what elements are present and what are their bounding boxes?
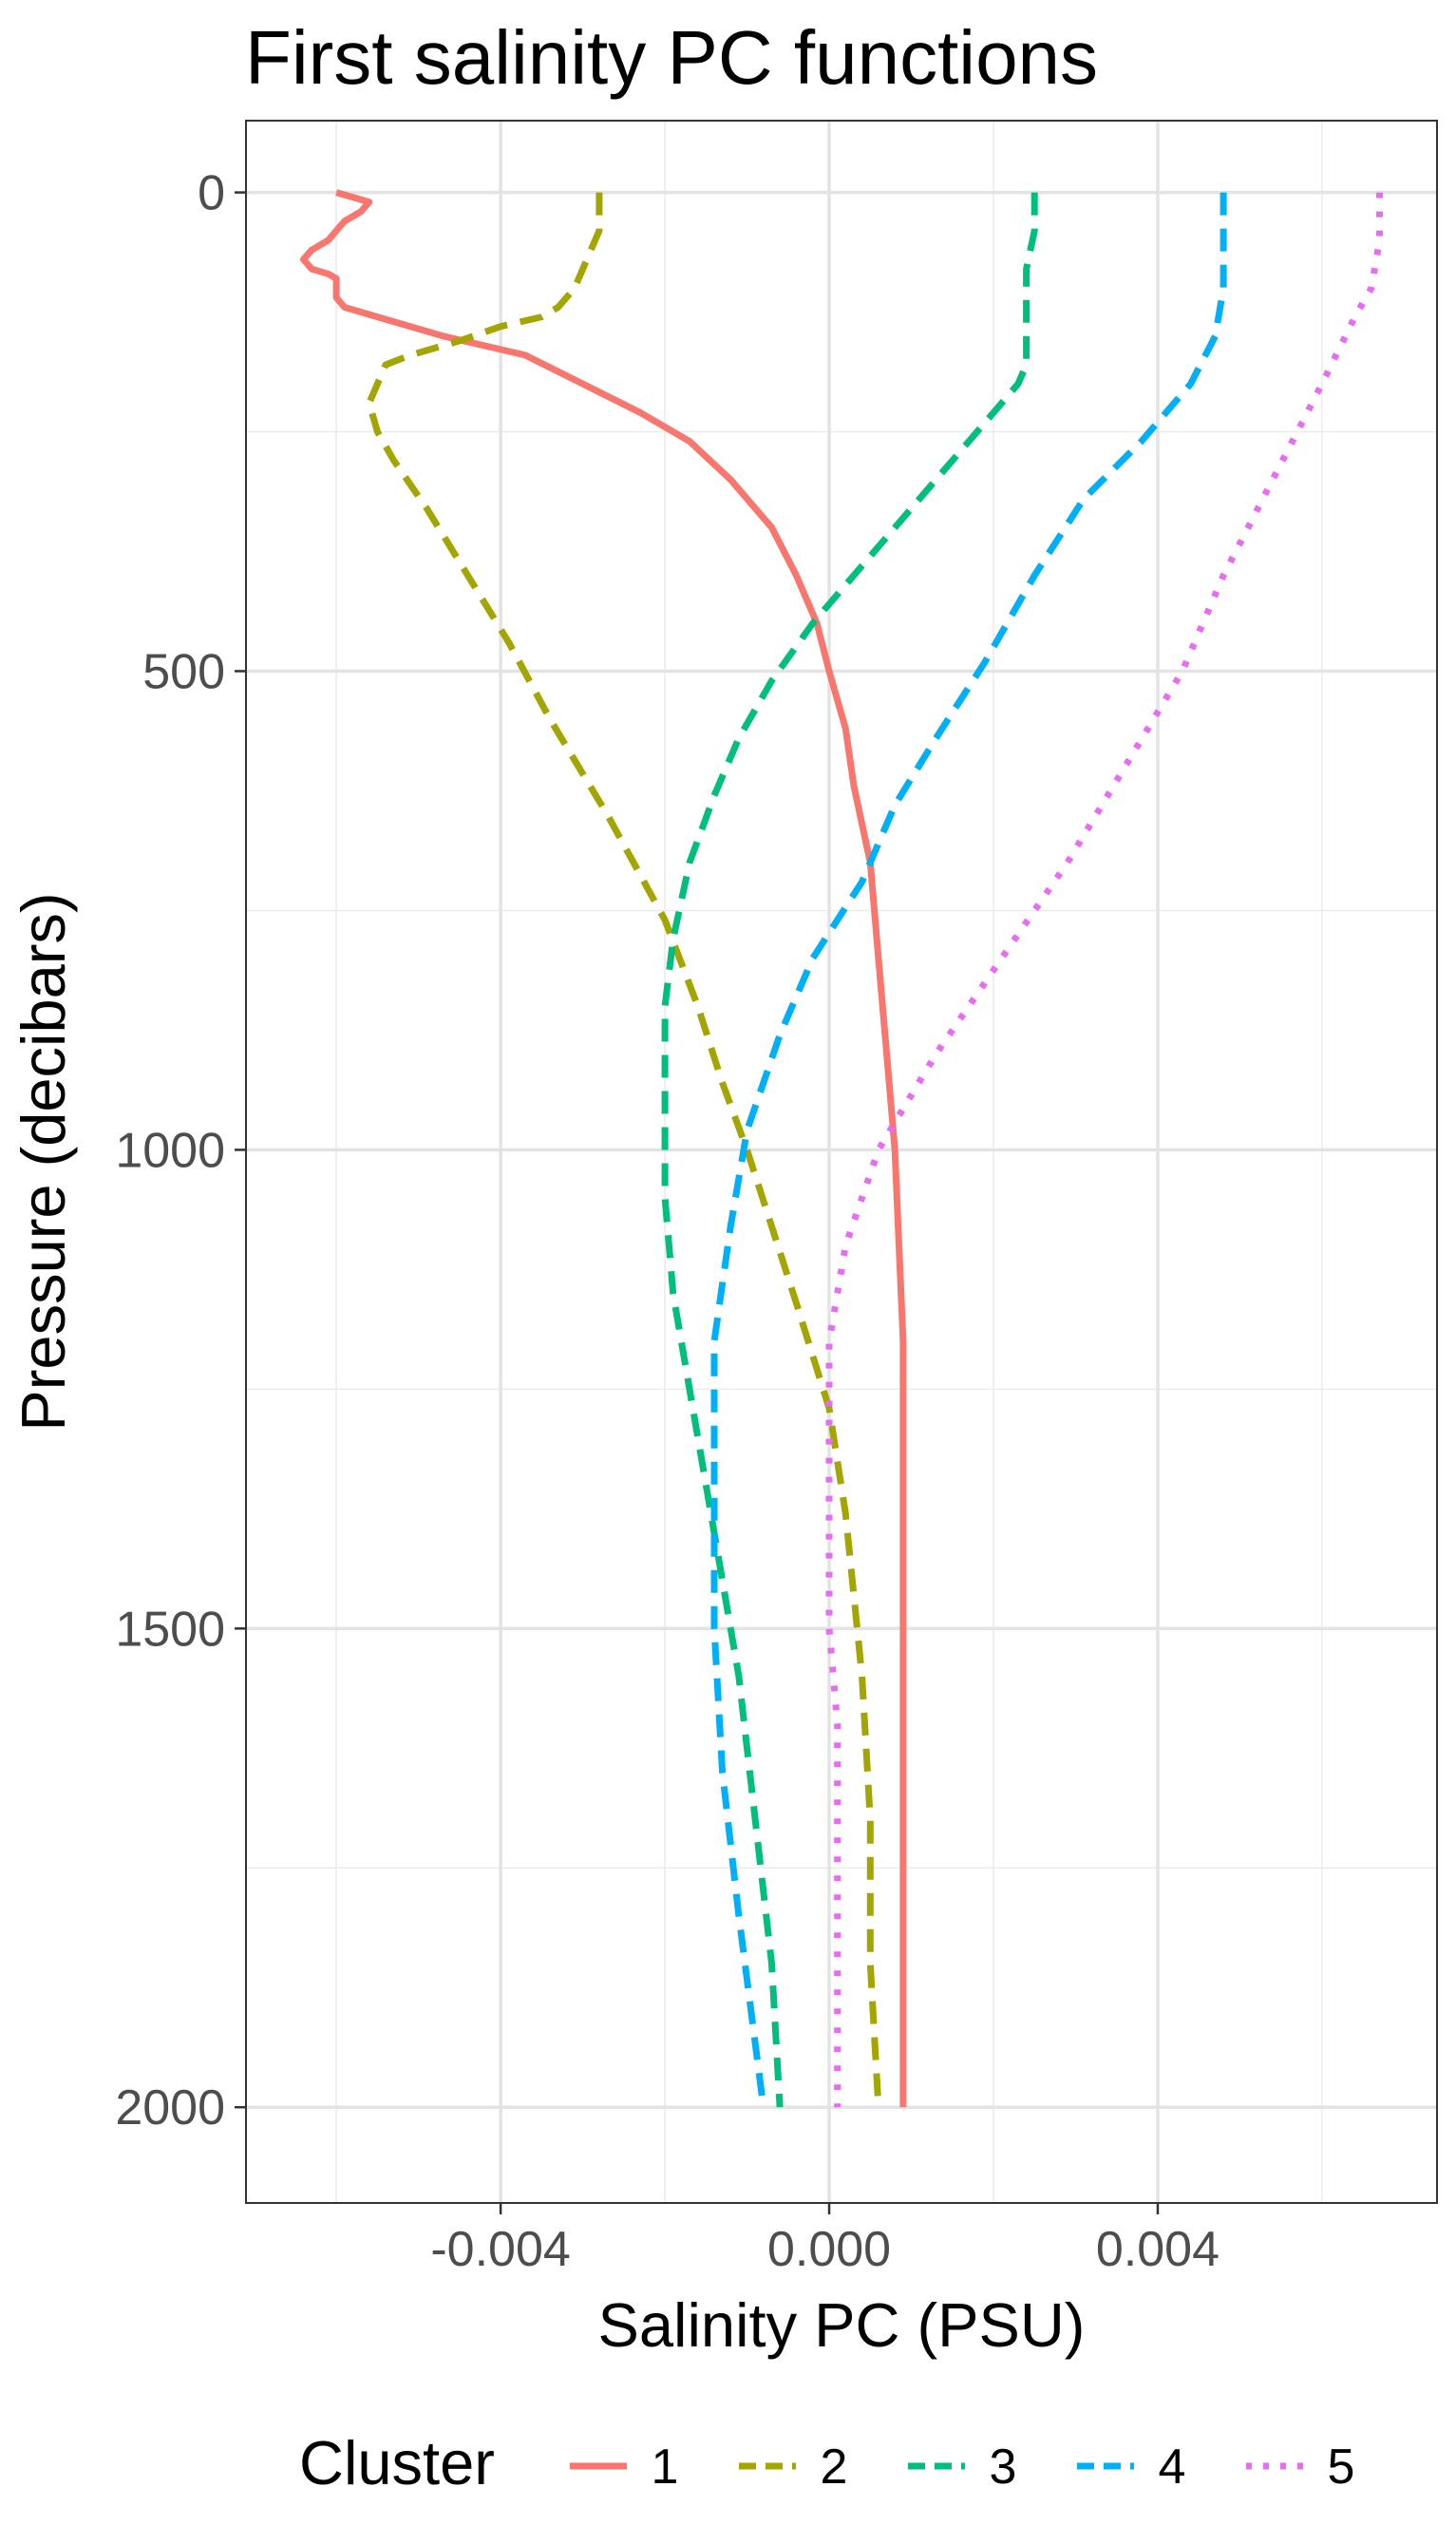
x-axis-title: Salinity PC (PSU) <box>598 2290 1086 2360</box>
plot-background <box>246 121 1437 2203</box>
y-tick-label: 1000 <box>115 1123 225 1178</box>
x-axis: -0.004 0.000 0.004 <box>430 2203 1220 2277</box>
legend-label-2: 2 <box>821 2440 848 2495</box>
legend-label-3: 3 <box>990 2440 1017 2495</box>
legend: Cluster 1 2 3 4 5 <box>299 2428 1354 2497</box>
series-layer <box>300 189 1383 2108</box>
chart-title: First salinity PC functions <box>245 15 1098 100</box>
series-line-3 <box>661 192 1038 2108</box>
y-axis-title: Pressure (decibars) <box>9 892 78 1431</box>
plot-border <box>245 120 1438 2204</box>
x-tick-label: -0.004 <box>430 2222 570 2277</box>
legend-label-4: 4 <box>1159 2440 1186 2495</box>
y-tick-label: 500 <box>142 644 225 699</box>
y-tick-label: 0 <box>198 166 225 221</box>
x-tick-label: 0.004 <box>1096 2222 1220 2277</box>
y-axis: 0 500 1000 1500 2000 <box>115 166 246 2136</box>
y-tick-label: 1500 <box>115 1602 225 1657</box>
grid <box>246 121 1437 2203</box>
series-line-2 <box>366 192 882 2108</box>
legend-label-5: 5 <box>1328 2440 1355 2495</box>
y-tick-label: 2000 <box>115 2080 225 2136</box>
legend-title: Cluster <box>299 2428 495 2497</box>
series-line-4 <box>710 192 1227 2108</box>
legend-label-1: 1 <box>652 2440 679 2495</box>
series-line-1 <box>300 189 907 2108</box>
x-tick-label: 0.000 <box>767 2222 891 2277</box>
